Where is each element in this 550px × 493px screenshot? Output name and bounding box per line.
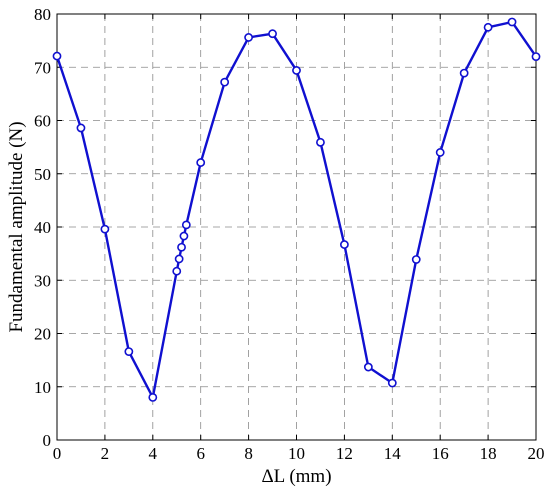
data-point xyxy=(100,224,110,234)
grid xyxy=(57,14,536,440)
data-point xyxy=(172,266,182,276)
data-point xyxy=(181,220,191,230)
y-tick-label: 40 xyxy=(34,218,51,237)
data-point xyxy=(531,52,541,61)
data-point xyxy=(76,123,86,133)
x-tick-label: 6 xyxy=(196,444,205,463)
x-tick-label: 4 xyxy=(149,444,158,463)
y-tick-label: 20 xyxy=(34,325,51,344)
data-point xyxy=(244,33,253,42)
data-point xyxy=(292,66,301,75)
y-tick-label: 70 xyxy=(34,58,51,77)
data-point xyxy=(177,242,186,252)
x-tick-label: 8 xyxy=(244,444,253,463)
x-tick-label: 18 xyxy=(480,444,497,463)
data-point xyxy=(220,77,230,87)
data-point xyxy=(387,378,397,388)
data-point xyxy=(148,392,158,402)
data-point xyxy=(507,17,517,27)
x-tick-labels: 0 2 4 6 8 10 12 14 16 18 20 xyxy=(53,444,545,463)
y-tick-label: 30 xyxy=(34,271,51,290)
y-tick-label: 10 xyxy=(34,378,51,397)
data-point xyxy=(52,51,62,61)
data-point xyxy=(435,148,445,157)
data-point xyxy=(174,254,184,264)
data-point xyxy=(363,362,373,372)
x-tick-label: 10 xyxy=(288,444,305,463)
x-tick-label: 14 xyxy=(384,444,402,463)
x-tick-label: 20 xyxy=(528,444,545,463)
x-tick-label: 2 xyxy=(101,444,110,463)
y-tick-label: 0 xyxy=(43,431,52,450)
y-tick-label: 80 xyxy=(34,5,51,24)
series-layer xyxy=(52,17,541,402)
data-point xyxy=(483,22,493,32)
data-point xyxy=(459,68,469,78)
data-point xyxy=(124,347,134,357)
x-axis-title: ΔL (mm) xyxy=(261,466,331,487)
y-tick-label: 60 xyxy=(34,112,51,131)
data-point xyxy=(339,240,349,249)
x-tick-label: 0 xyxy=(53,444,62,463)
data-point xyxy=(268,29,277,39)
axis-ticks xyxy=(56,13,537,441)
data-point xyxy=(316,137,325,147)
y-axis-title: Fundamental amplitude (N) xyxy=(6,121,27,332)
data-point xyxy=(196,158,206,167)
data-point xyxy=(411,255,421,264)
x-tick-label: 12 xyxy=(336,444,353,463)
x-tick-label: 16 xyxy=(432,444,449,463)
data-point xyxy=(179,231,189,241)
y-tick-labels: 0 10 20 30 40 50 60 70 80 xyxy=(34,5,51,450)
y-tick-label: 50 xyxy=(34,165,51,184)
